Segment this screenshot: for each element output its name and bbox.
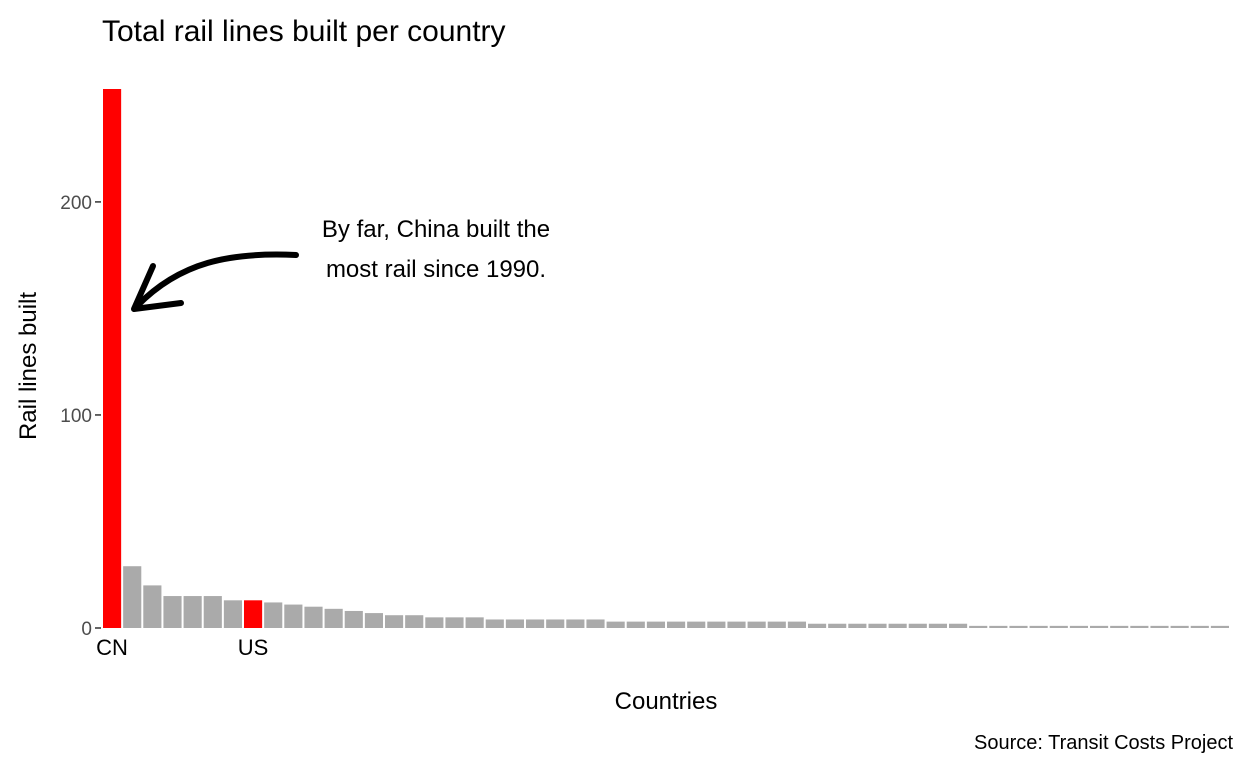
bar [1210, 625, 1229, 628]
bar [284, 604, 303, 628]
bar [667, 621, 686, 628]
bar [526, 619, 545, 628]
bar [364, 613, 383, 628]
x-tick-label-us: US [238, 635, 269, 660]
bar [465, 617, 484, 628]
x-axis-title: Countries [615, 688, 718, 715]
bar [687, 621, 706, 628]
bar [505, 619, 524, 628]
bar [123, 566, 142, 628]
bar [1029, 625, 1048, 628]
bar [1150, 625, 1169, 628]
bar [787, 621, 806, 628]
china-annotation: By far, China built the most rail since … [131, 216, 550, 312]
annotation-line-2: most rail since 1990. [326, 256, 546, 283]
chart-title: Total rail lines built per country [102, 15, 506, 48]
source-caption: Source: Transit Costs Project [974, 732, 1233, 754]
bar [828, 623, 847, 628]
bar [425, 617, 444, 628]
bar [546, 619, 565, 628]
bar [949, 623, 968, 628]
bar [203, 596, 222, 628]
bar [1049, 625, 1068, 628]
bar [223, 600, 242, 628]
bar [1130, 625, 1149, 628]
bar [727, 621, 746, 628]
annotation-arrowhead [131, 263, 184, 312]
x-tick-label-cn: CN [96, 635, 128, 660]
annotation-line-1: By far, China built the [322, 216, 550, 243]
y-tick-label: 200 [60, 193, 92, 214]
x-axis-labels: CN US [96, 635, 268, 660]
bar [1170, 625, 1189, 628]
bar [928, 623, 947, 628]
bar-cn [103, 89, 122, 628]
bar [445, 617, 464, 628]
y-tick-label: 100 [60, 406, 92, 427]
bar [808, 623, 827, 628]
bar [848, 623, 867, 628]
annotation-arrow [134, 251, 299, 309]
bar [1009, 625, 1028, 628]
bars [103, 89, 1229, 628]
bar [626, 621, 645, 628]
bar [304, 606, 323, 628]
bar [747, 621, 766, 628]
bar [707, 621, 726, 628]
bar [969, 625, 988, 628]
bar [1069, 625, 1088, 628]
bar [264, 602, 283, 628]
bar [385, 615, 404, 628]
bar [485, 619, 504, 628]
bar [586, 619, 605, 628]
y-axis: 0 100 200 [60, 193, 101, 640]
bar [566, 619, 585, 628]
bar [646, 621, 665, 628]
bar [1090, 625, 1109, 628]
bar [888, 623, 907, 628]
bar [405, 615, 424, 628]
bar [908, 623, 927, 628]
bar [344, 610, 363, 628]
bar [163, 596, 182, 628]
bar [183, 596, 202, 628]
bar [767, 621, 786, 628]
bar [324, 608, 343, 628]
y-tick-label: 0 [81, 619, 92, 640]
bar [1110, 625, 1129, 628]
bar-us [244, 600, 263, 628]
bar [606, 621, 625, 628]
bar [1190, 625, 1209, 628]
bar [989, 625, 1008, 628]
y-axis-title: Rail lines built [15, 292, 42, 440]
bar [143, 585, 162, 628]
bar [868, 623, 887, 628]
